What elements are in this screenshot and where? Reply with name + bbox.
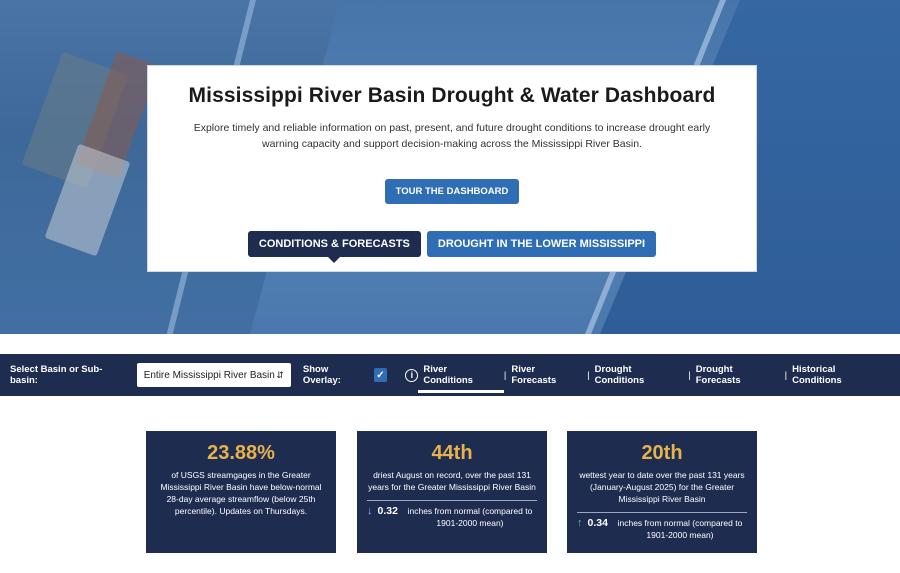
hero-description: Explore timely and reliable information … bbox=[193, 122, 711, 150]
stat-value: 23.88% bbox=[207, 442, 275, 464]
stat-card-year-to-date: 20th wettest year to date over the past … bbox=[567, 431, 757, 553]
check-icon: ✓ bbox=[376, 369, 385, 381]
section-nav: River Conditions | River Forecasts | Dro… bbox=[418, 364, 892, 393]
nav-separator: | bbox=[784, 369, 788, 381]
delta-value: 0.32 bbox=[377, 505, 398, 517]
nav-river-conditions[interactable]: River Conditions bbox=[418, 364, 504, 393]
stat-description: wettest year to date over the past 131 y… bbox=[579, 470, 745, 504]
nav-historical-conditions[interactable]: Historical Conditions bbox=[792, 364, 842, 386]
basin-select-label: Select Basin or Sub-basin: bbox=[10, 364, 103, 386]
stat-description: of USGS streamgages in the Greater Missi… bbox=[160, 470, 322, 516]
hero-banner: Mississippi River Basin Drought & Water … bbox=[0, 0, 900, 334]
chevron-updown-icon: ⇵ bbox=[276, 369, 284, 380]
stat-card-streamflow: 23.88% of USGS streamgages in the Greate… bbox=[146, 431, 336, 553]
tab-conditions-forecasts[interactable]: CONDITIONS & FORECASTS bbox=[247, 231, 421, 263]
stat-card-august: 44th driest August on record, over the p… bbox=[357, 431, 547, 553]
card-divider bbox=[367, 500, 537, 501]
arrow-down-icon: ↓ bbox=[367, 505, 373, 517]
delta-text: inches from normal (compared to 1901-200… bbox=[617, 518, 743, 540]
nav-separator: | bbox=[503, 369, 507, 381]
filter-navbar: Select Basin or Sub-basin: Entire Missis… bbox=[0, 354, 900, 396]
arrow-up-icon: ↑ bbox=[577, 517, 583, 529]
stat-description: driest August on record, over the past 1… bbox=[368, 470, 536, 492]
tour-dashboard-button[interactable]: TOUR THE DASHBOARD bbox=[384, 179, 520, 204]
overlay-label: Show Overlay: bbox=[302, 364, 341, 386]
nav-separator: | bbox=[688, 369, 691, 381]
view-tabs: CONDITIONS & FORECASTS DROUGHT IN THE LO… bbox=[148, 231, 756, 263]
info-icon[interactable]: i bbox=[405, 368, 419, 382]
nav-drought-conditions[interactable]: Drought Conditions bbox=[594, 364, 645, 386]
stat-value: 44th bbox=[431, 442, 473, 464]
hero-card: Mississippi River Basin Drought & Water … bbox=[147, 65, 757, 272]
basin-select-value: Entire Mississippi River Basin bbox=[143, 369, 275, 381]
nav-river-forecasts[interactable]: River Forecasts bbox=[511, 364, 557, 386]
stat-value: 20th bbox=[641, 442, 683, 464]
basin-select[interactable]: Entire Mississippi River Basin ⇵ bbox=[136, 363, 291, 387]
nav-drought-forecasts[interactable]: Drought Forecasts bbox=[695, 364, 741, 386]
page-title: Mississippi River Basin Drought & Water … bbox=[188, 84, 716, 107]
stat-delta: ↓ 0.32 inches from normal (compared to 1… bbox=[357, 501, 547, 529]
delta-text: inches from normal (compared to 1901-200… bbox=[407, 506, 533, 528]
delta-value: 0.34 bbox=[587, 517, 608, 529]
overlay-checkbox[interactable]: ✓ bbox=[373, 368, 388, 382]
tab-drought-lower-mississippi[interactable]: DROUGHT IN THE LOWER MISSISSIPPI bbox=[426, 231, 657, 257]
card-divider bbox=[577, 512, 747, 513]
stat-delta: ↑ 0.34 inches from normal (compared to 1… bbox=[567, 513, 757, 541]
nav-separator: | bbox=[587, 369, 590, 381]
